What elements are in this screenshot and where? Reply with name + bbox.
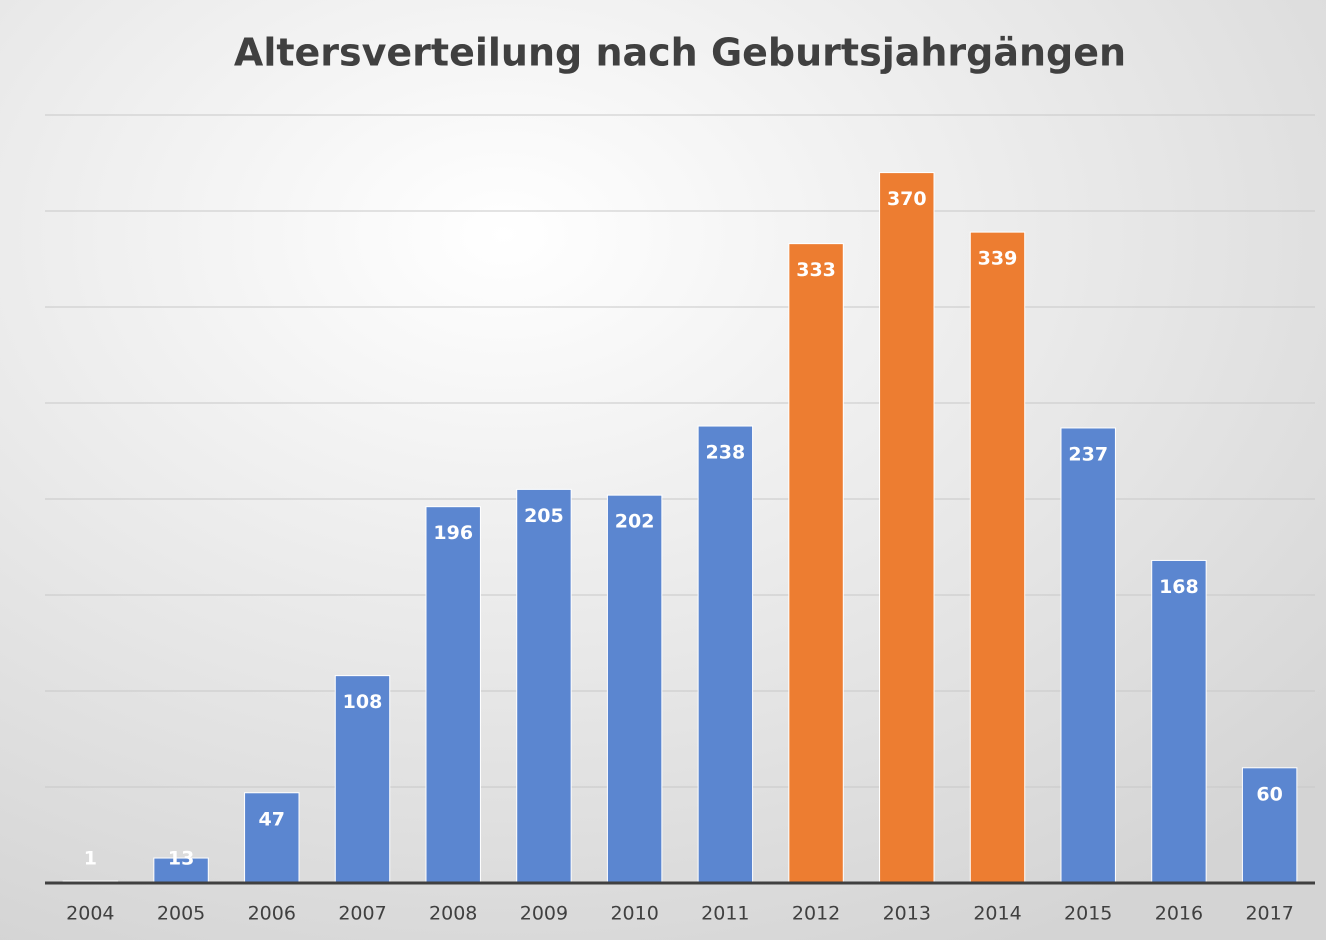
x-tick-label: 2014: [973, 903, 1021, 925]
bar: [334, 675, 391, 884]
bar: [244, 792, 300, 884]
data-label: 108: [343, 691, 383, 713]
bar: [969, 231, 1026, 884]
bar: [1151, 559, 1207, 884]
data-label: 238: [706, 442, 746, 464]
x-tick-label: 2011: [701, 903, 749, 925]
chart-title: Altersverteilung nach Geburtsjahrgängen: [234, 31, 1126, 75]
data-label: 370: [887, 188, 927, 210]
x-tick-label: 2006: [248, 903, 296, 925]
grid: [45, 114, 1315, 788]
x-tick-label: 2005: [157, 903, 205, 925]
bar: [516, 488, 572, 884]
data-label: 60: [1256, 783, 1282, 805]
data-label: 13: [168, 848, 194, 870]
bar: [1060, 427, 1116, 884]
bar: [879, 172, 935, 884]
bars: 1 13 47 108 196 205 202 238 333 370 339 237 168 60: [62, 172, 1298, 884]
x-tick-label: 2013: [883, 903, 931, 925]
x-tick-label: 2017: [1245, 903, 1293, 925]
x-tick-label: 2016: [1155, 903, 1203, 925]
data-label: 168: [1159, 576, 1199, 598]
x-tick-label: 2008: [429, 903, 477, 925]
bar: [788, 243, 844, 884]
data-label: 1: [84, 848, 97, 870]
x-tick-label: 2012: [792, 903, 840, 925]
data-label: 237: [1068, 443, 1108, 465]
bar: [153, 857, 209, 884]
data-label: 196: [433, 522, 473, 544]
x-tick-label: 2010: [610, 903, 658, 925]
bar: [697, 425, 754, 884]
x-tick-label: 2004: [66, 903, 114, 925]
bar: [425, 506, 481, 884]
data-label: 205: [524, 505, 564, 527]
x-tick-label: 2007: [338, 903, 386, 925]
data-label: 47: [259, 808, 285, 830]
data-label: 333: [796, 259, 836, 281]
x-tick-label: 2009: [520, 903, 568, 925]
bar: [606, 494, 663, 884]
data-label: 202: [615, 511, 655, 533]
data-label: 339: [978, 248, 1018, 270]
x-tick-label: 2015: [1064, 903, 1112, 925]
